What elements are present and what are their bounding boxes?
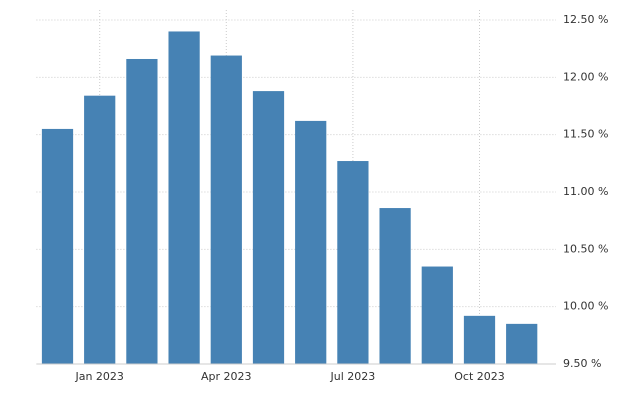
y-tick-label: 10.50 %	[563, 242, 608, 255]
y-tick-label: 10.00 %	[563, 300, 608, 313]
x-tick-label: Jul 2023	[330, 370, 376, 383]
bar	[506, 323, 538, 364]
x-tick-label: Jan 2023	[74, 370, 123, 383]
bar	[379, 208, 411, 364]
y-tick-label: 12.50 %	[563, 13, 608, 26]
y-tick-label: 11.00 %	[563, 185, 608, 198]
bar	[337, 161, 369, 364]
x-tick-label: Oct 2023	[454, 370, 505, 383]
bar	[295, 120, 327, 364]
x-tick-label: Apr 2023	[201, 370, 252, 383]
y-tick-label: 12.00 %	[563, 70, 608, 83]
y-tick-label: 9.50 %	[563, 357, 601, 370]
bar	[252, 91, 285, 365]
bar	[84, 95, 116, 365]
bar	[463, 315, 496, 364]
y-tick-label: 11.50 %	[563, 128, 608, 141]
bar	[41, 128, 74, 364]
bar	[421, 266, 453, 364]
bar	[126, 58, 158, 365]
bar	[168, 31, 200, 364]
bar	[210, 55, 242, 365]
